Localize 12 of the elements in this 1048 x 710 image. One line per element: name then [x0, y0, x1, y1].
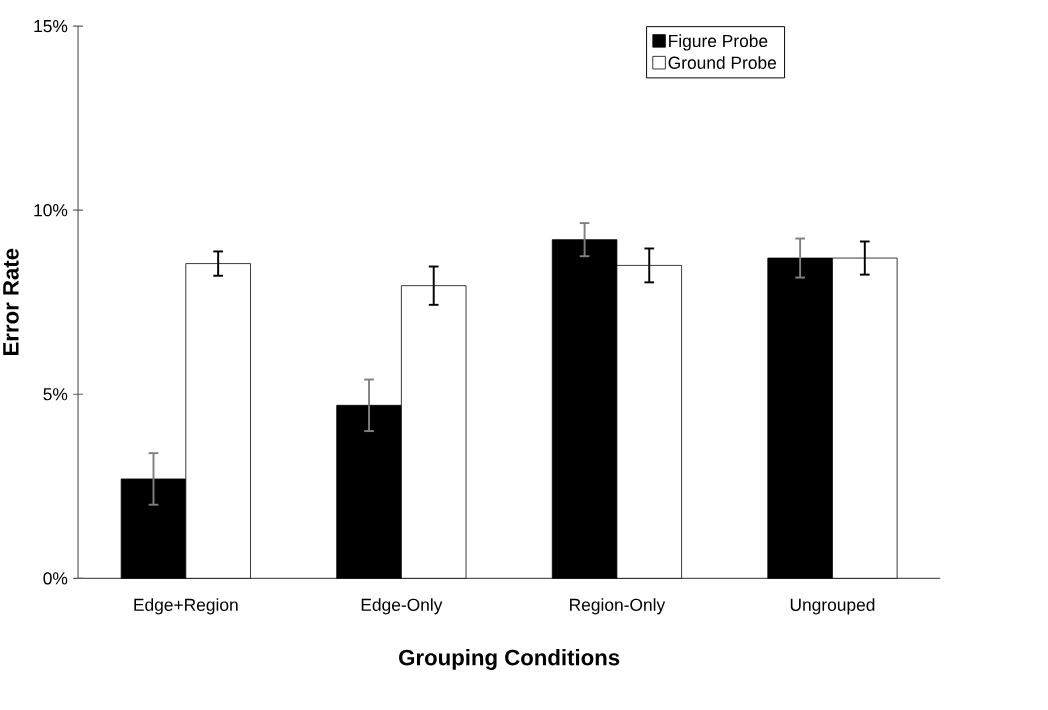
y-tick-label: 15% [34, 19, 68, 33]
legend-label: Figure Probe [669, 34, 768, 51]
y-tick-label: 10% [34, 204, 68, 217]
y-tick-label: 0% [43, 572, 68, 585]
x-tick-label: Edge+Region [134, 598, 238, 615]
x-axis-title: Grouping Conditions [399, 649, 620, 670]
y-tick-label: 5% [43, 388, 68, 401]
y-axis-title: Error Rate [3, 248, 19, 355]
legend-label: Ground Probe [668, 56, 777, 69]
x-tick-label: Edge-Only [361, 598, 443, 615]
x-tick-label: Ungrouped [790, 598, 875, 615]
x-tick-label: Region-Only [570, 598, 666, 615]
